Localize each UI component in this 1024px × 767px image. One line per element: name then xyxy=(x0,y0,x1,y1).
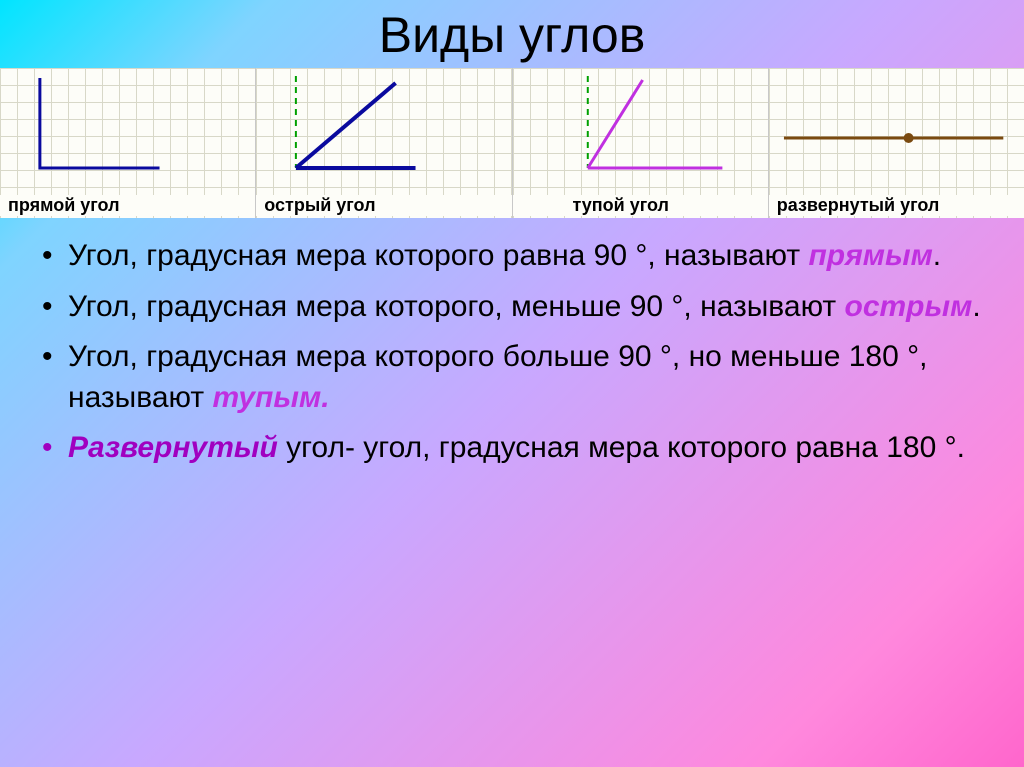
text: Угол, градусная мера которого больше 90 … xyxy=(68,340,927,414)
list-item: Угол, градусная мера которого равна 90 °… xyxy=(28,236,996,277)
text: Угол, градусная мера которого равна 90 °… xyxy=(68,239,808,272)
list-item: Угол, градусная мера которого, меньше 90… xyxy=(28,287,996,328)
text: угол- угол, градусная мера которого равн… xyxy=(278,431,965,464)
angle-panel: развернутый угол xyxy=(769,68,1024,218)
keyword: тупым. xyxy=(212,381,329,414)
text: . xyxy=(933,239,941,272)
angle-panel: острый угол xyxy=(256,68,512,218)
list-item: Угол, градусная мера которого больше 90 … xyxy=(28,337,996,418)
content-area: Угол, градусная мера которого равна 90 °… xyxy=(0,218,1024,767)
bullet-list: Угол, градусная мера которого равна 90 °… xyxy=(28,236,996,469)
text: . xyxy=(972,290,980,323)
angle-caption: развернутый угол xyxy=(769,195,1024,216)
text: Угол, градусная мера которого, меньше 90… xyxy=(68,290,845,323)
page-title: Виды углов xyxy=(0,0,1024,68)
diagram-row: прямой уголострый уголтупой уголразверну… xyxy=(0,68,1024,218)
keyword: прямым xyxy=(808,239,932,272)
angle-panel: прямой угол xyxy=(0,68,256,218)
angle-caption: тупой угол xyxy=(513,195,768,216)
angle-caption: острый угол xyxy=(256,195,511,216)
angle-caption: прямой угол xyxy=(0,195,255,216)
list-item: Развернутый угол- угол, градусная мера к… xyxy=(28,428,996,469)
keyword: Развернутый xyxy=(68,431,278,464)
keyword: острым xyxy=(845,290,973,323)
angle-panel: тупой угол xyxy=(513,68,769,218)
